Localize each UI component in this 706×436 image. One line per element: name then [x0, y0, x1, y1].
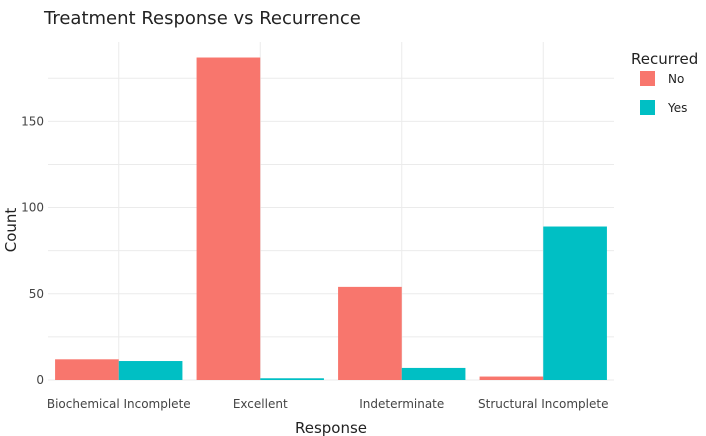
y-tick-label: 150 [21, 114, 44, 128]
bar-structural-incomplete-yes [543, 226, 607, 380]
bar-excellent-yes [260, 378, 324, 380]
gridlines [48, 42, 614, 381]
bars [55, 57, 607, 380]
y-tick-label: 50 [29, 287, 44, 301]
x-tick-label: Excellent [233, 397, 288, 411]
bar-biochemical-incomplete-yes [118, 361, 183, 380]
bar-indeterminate-no [338, 286, 402, 380]
y-tick-label: 0 [36, 373, 44, 387]
bar-indeterminate-yes [401, 367, 466, 380]
legend-key-yes [640, 100, 655, 115]
bar-excellent-no [196, 57, 261, 380]
y-tick-label: 100 [21, 201, 44, 215]
legend-key-no [640, 71, 655, 86]
x-axis-title: Response [295, 419, 367, 436]
bar-biochemical-incomplete-no [55, 359, 119, 380]
y-axis-ticks: 0 50 100 150 [21, 114, 44, 387]
y-axis-title: Count [2, 208, 20, 253]
legend-label: No [668, 72, 684, 86]
chart-title: Treatment Response vs Recurrence [43, 8, 361, 29]
x-tick-label: Structural Incomplete [478, 397, 608, 411]
x-tick-label: Indeterminate [359, 397, 444, 411]
x-tick-label: Biochemical Incomplete [47, 397, 191, 411]
legend-title: Recurred [631, 50, 698, 68]
legend: Recurred No Yes [631, 50, 698, 115]
legend-label: Yes [667, 101, 687, 115]
x-axis-ticks: Biochemical Incomplete Excellent Indetermi… [47, 397, 609, 411]
bar-structural-incomplete-no [479, 376, 544, 380]
